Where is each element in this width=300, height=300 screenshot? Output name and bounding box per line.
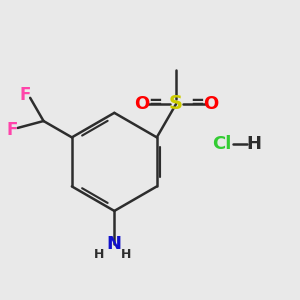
Text: =: = (190, 94, 205, 112)
Text: F: F (7, 121, 18, 139)
Text: F: F (19, 86, 31, 104)
Text: H: H (94, 248, 105, 260)
Text: =: = (148, 94, 162, 112)
Text: S: S (169, 94, 183, 113)
Text: H: H (246, 135, 261, 153)
Text: Cl: Cl (212, 135, 231, 153)
Text: H: H (121, 248, 131, 260)
Text: N: N (107, 235, 122, 253)
Text: O: O (203, 95, 218, 113)
Text: O: O (134, 95, 150, 113)
